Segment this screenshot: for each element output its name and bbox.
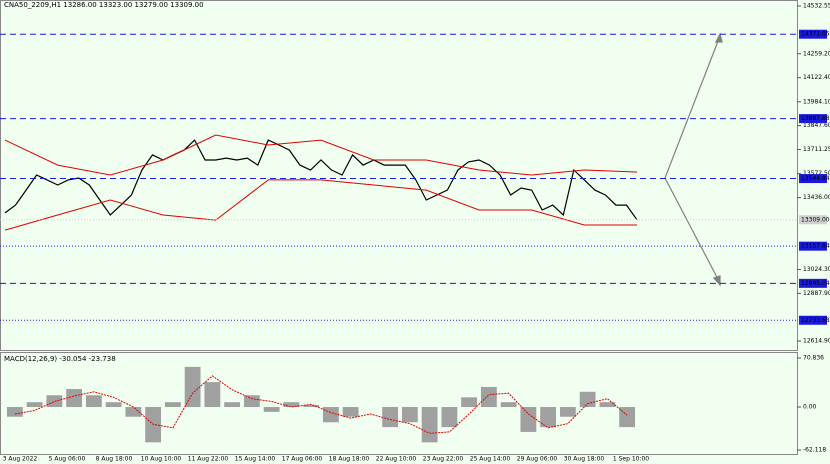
y-tick-label: 12614.90 xyxy=(803,338,830,345)
level-label: 12945.04 xyxy=(801,280,830,287)
x-tick-label: 30 Aug 18:00 xyxy=(564,456,605,463)
macd-bar xyxy=(125,407,142,417)
macd-panel xyxy=(0,352,798,455)
macd-bar xyxy=(421,407,438,443)
macd-bar xyxy=(283,402,300,408)
macd-bar xyxy=(243,395,260,408)
arrow-down xyxy=(664,177,721,284)
arrow-head xyxy=(712,275,721,287)
y-tick-label: 13711.25 xyxy=(803,146,830,153)
macd-bar xyxy=(164,402,181,408)
x-tick-label: 17 Aug 06:00 xyxy=(282,456,323,463)
macd-bar xyxy=(184,366,201,408)
macd-bar xyxy=(6,407,23,417)
macd-bar xyxy=(342,407,359,417)
arrow-up xyxy=(664,35,721,179)
macd-bar xyxy=(204,382,221,408)
level-label: 12733.68 xyxy=(801,317,830,324)
x-tick-label: 22 Aug 10:00 xyxy=(376,456,417,463)
macd-bar xyxy=(105,402,122,408)
macd-title: MACD(12,26,9) -30.054 -23.738 xyxy=(4,355,116,363)
arrow-head xyxy=(715,32,723,43)
macd-bar xyxy=(224,402,241,408)
y-tick-label: 14532.55 xyxy=(803,3,830,10)
macd-bar xyxy=(263,407,280,412)
x-tick-label: 3 Aug 2022 xyxy=(3,456,38,463)
macd-bar xyxy=(480,386,497,408)
macd-bar xyxy=(66,389,83,408)
macd-bar xyxy=(401,407,418,423)
main-panel xyxy=(0,0,798,351)
signal-line xyxy=(14,375,628,434)
y-tick-label: 13984.10 xyxy=(803,98,830,105)
level-label: 13309.00 xyxy=(801,216,830,223)
y-tick-label: 0.00 xyxy=(803,404,817,411)
level-label-box xyxy=(799,215,827,225)
macd-bar xyxy=(559,407,576,417)
x-tick-label: 23 Aug 22:00 xyxy=(423,456,464,463)
macd-bar xyxy=(441,407,458,428)
macd-bar xyxy=(303,404,320,408)
chart-title: CNA50_2209,H1 13286.00 13323.00 13279.00… xyxy=(4,1,204,9)
x-tick-label: 1 Sep 10:00 xyxy=(613,456,649,463)
x-tick-label: 15 Aug 14:00 xyxy=(235,456,276,463)
x-tick-label: 5 Aug 06:00 xyxy=(49,456,86,463)
level-label-box xyxy=(799,114,827,124)
y-tick-label: 13572.50 xyxy=(803,170,830,177)
y-tick-label: 14122.40 xyxy=(803,74,830,81)
price-line xyxy=(4,139,638,221)
level-label: 13544.84 xyxy=(801,175,830,182)
macd-bar xyxy=(26,402,43,408)
y-tick-label: 12887.90 xyxy=(803,290,830,297)
level-label: 13157.84 xyxy=(801,243,830,250)
x-tick-label: 11 Aug 22:00 xyxy=(188,456,229,463)
x-tick-label: 25 Aug 14:00 xyxy=(470,456,511,463)
level-label-box xyxy=(799,278,827,288)
x-tick-label: 18 Aug 18:00 xyxy=(329,456,370,463)
band-line xyxy=(4,134,638,176)
level-label: 14371.05 xyxy=(801,31,830,38)
band-line xyxy=(4,179,637,231)
macd-bar xyxy=(46,395,63,408)
macd-bar xyxy=(599,402,616,408)
macd-bar xyxy=(579,391,596,408)
y-tick-label: 14259.20 xyxy=(803,50,830,57)
y-tick-label: -62.118 xyxy=(803,447,826,454)
macd-bar xyxy=(619,407,636,428)
x-tick-label: 8 Aug 18:00 xyxy=(96,456,133,463)
level-label: 13887.88 xyxy=(801,115,830,122)
x-tick-label: 10 Aug 10:00 xyxy=(141,456,182,463)
macd-bar xyxy=(382,407,399,428)
level-label-box xyxy=(799,174,827,184)
y-tick-label: 70.836 xyxy=(803,354,824,361)
level-label-box xyxy=(799,315,827,325)
macd-bar xyxy=(461,397,478,408)
forecast-arrows xyxy=(664,32,723,287)
y-tick-label: 13847.60 xyxy=(803,122,830,129)
level-label-box xyxy=(799,29,827,39)
macd-bar xyxy=(500,402,517,408)
macd-bar xyxy=(520,407,537,432)
macd-bar xyxy=(540,407,557,428)
x-tick-label: 29 Aug 06:00 xyxy=(517,456,558,463)
y-tick-label: 13024.30 xyxy=(803,266,830,273)
macd-bar xyxy=(85,395,102,408)
y-tick-label: 13436.00 xyxy=(803,194,830,201)
level-label-box xyxy=(799,241,827,251)
